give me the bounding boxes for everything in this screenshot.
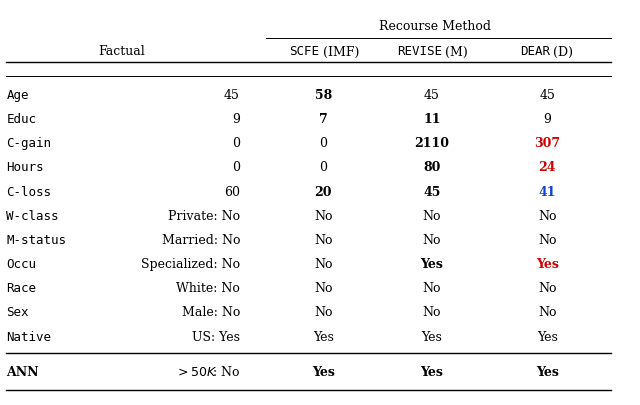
- Text: No: No: [314, 233, 332, 246]
- Text: 9: 9: [232, 113, 240, 126]
- Text: (D): (D): [549, 45, 573, 58]
- Text: 7: 7: [319, 113, 328, 126]
- Text: No: No: [538, 233, 556, 246]
- Text: Yes: Yes: [313, 330, 333, 343]
- Text: 60: 60: [224, 185, 240, 198]
- Text: 58: 58: [315, 89, 332, 102]
- Text: 307: 307: [534, 137, 560, 150]
- Text: No: No: [423, 233, 441, 246]
- Text: M-status: M-status: [6, 233, 67, 246]
- Text: Sex: Sex: [6, 306, 29, 319]
- Text: Yes: Yes: [420, 258, 444, 271]
- Text: Yes: Yes: [536, 258, 559, 271]
- Text: Hours: Hours: [6, 161, 44, 174]
- Text: No: No: [314, 281, 332, 294]
- Text: Recourse Method: Recourse Method: [380, 20, 492, 33]
- Text: Yes: Yes: [422, 330, 442, 343]
- Text: SCFE: SCFE: [289, 45, 319, 58]
- Text: Yes: Yes: [420, 365, 444, 378]
- Text: 45: 45: [224, 89, 240, 102]
- Text: No: No: [314, 306, 332, 319]
- Text: No: No: [538, 306, 556, 319]
- Text: Married: No: Married: No: [161, 233, 240, 246]
- Text: $> 50K\!$: No: $> 50K\!$: No: [175, 364, 240, 378]
- Text: 45: 45: [424, 89, 440, 102]
- Text: REVISE: REVISE: [397, 45, 442, 58]
- Text: 24: 24: [538, 161, 556, 174]
- Text: No: No: [423, 281, 441, 294]
- Text: 45: 45: [423, 185, 441, 198]
- Text: 20: 20: [314, 185, 332, 198]
- Text: 11: 11: [423, 113, 441, 126]
- Text: 45: 45: [540, 89, 555, 102]
- Text: Yes: Yes: [312, 365, 335, 378]
- Text: Male: No: Male: No: [182, 306, 240, 319]
- Text: Occu: Occu: [6, 258, 36, 271]
- Text: Private: No: Private: No: [168, 209, 240, 222]
- Text: White: No: White: No: [176, 281, 240, 294]
- Text: 41: 41: [538, 185, 556, 198]
- Text: 9: 9: [543, 113, 551, 126]
- Text: Yes: Yes: [537, 330, 557, 343]
- Text: DEAR: DEAR: [520, 45, 550, 58]
- Text: 0: 0: [232, 137, 240, 150]
- Text: Race: Race: [6, 281, 36, 294]
- Text: (IMF): (IMF): [319, 45, 359, 58]
- Text: Age: Age: [6, 89, 29, 102]
- Text: No: No: [538, 209, 556, 222]
- Text: 0: 0: [319, 161, 327, 174]
- Text: No: No: [423, 306, 441, 319]
- Text: No: No: [314, 258, 332, 271]
- Text: W-class: W-class: [6, 209, 59, 222]
- Text: No: No: [538, 281, 556, 294]
- Text: 0: 0: [319, 137, 327, 150]
- Text: Educ: Educ: [6, 113, 36, 126]
- Text: Yes: Yes: [536, 365, 559, 378]
- Text: ANN: ANN: [6, 365, 39, 378]
- Text: (M): (M): [442, 45, 468, 58]
- Text: US: Yes: US: Yes: [192, 330, 240, 343]
- Text: No: No: [423, 209, 441, 222]
- Text: Specialized: No: Specialized: No: [141, 258, 240, 271]
- Text: C-loss: C-loss: [6, 185, 51, 198]
- Text: 80: 80: [423, 161, 441, 174]
- Text: 2110: 2110: [415, 137, 449, 150]
- Text: No: No: [314, 209, 332, 222]
- Text: C-gain: C-gain: [6, 137, 51, 150]
- Text: Factual: Factual: [98, 45, 145, 58]
- Text: 0: 0: [232, 161, 240, 174]
- Text: Native: Native: [6, 330, 51, 343]
